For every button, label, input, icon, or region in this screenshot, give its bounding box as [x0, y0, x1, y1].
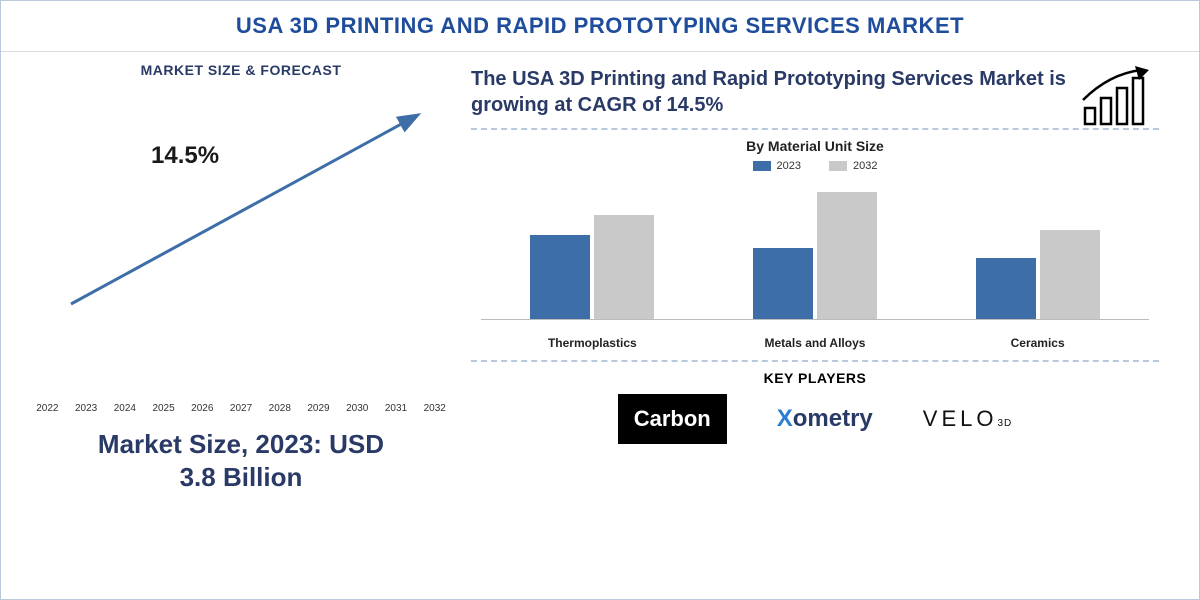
logo-carbon: Carbon [618, 394, 727, 444]
forecast-subhead: MARKET SIZE & FORECAST [31, 62, 451, 78]
material-category-labels: ThermoplasticsMetals and AlloysCeramics [481, 336, 1149, 350]
material-baseline [481, 319, 1149, 320]
material-bar-group [753, 192, 877, 320]
material-chart-title: By Material Unit Size [471, 138, 1159, 154]
headline-prefix: The USA 3D Printing and Rapid Prototypin… [471, 68, 1066, 116]
material-bar-2032 [1040, 230, 1100, 320]
material-bar-2032 [817, 192, 877, 320]
forecast-xlabel: 2026 [186, 403, 219, 414]
legend-item-2023: 2023 [753, 160, 801, 172]
material-category-label: Ceramics [927, 336, 1147, 350]
forecast-xlabel: 2023 [70, 403, 103, 414]
material-bar-2023 [753, 248, 813, 320]
legend-swatch-2032 [829, 161, 847, 171]
infographic-frame: USA 3D PRINTING AND RAPID PROTOTYPING SE… [0, 0, 1200, 600]
forecast-xlabel: 2025 [147, 403, 180, 414]
material-category-label: Metals and Alloys [705, 336, 925, 350]
forecast-xlabel: 2024 [108, 403, 141, 414]
legend-label-2023: 2023 [777, 160, 801, 172]
right-panel: The USA 3D Printing and Rapid Prototypin… [461, 52, 1199, 596]
logos-row: Carbon Xometry VELO3D [471, 394, 1159, 444]
logo-velo-main: VELO [923, 406, 998, 432]
legend-item-2032: 2032 [829, 160, 877, 172]
market-size-callout: Market Size, 2023: USD 3.8 Billion [31, 428, 451, 493]
logo-velo3d: VELO3D [923, 406, 1013, 432]
material-bar-groups [481, 180, 1149, 320]
dotted-separator [471, 128, 1159, 130]
forecast-xlabels: 2022 2023 2024 2025 2026 2027 2028 2029 2030 2031… [31, 403, 451, 414]
growth-chart-icon [1079, 66, 1159, 128]
forecast-xlabel: 2030 [341, 403, 374, 414]
forecast-xlabel: 2028 [263, 403, 296, 414]
forecast-xlabel: 2032 [418, 403, 451, 414]
material-chart: ThermoplasticsMetals and AlloysCeramics [481, 180, 1149, 350]
market-size-line1: Market Size, 2023: USD [98, 429, 384, 459]
market-size-line2: 3.8 Billion [180, 462, 303, 492]
legend-label-2032: 2032 [853, 160, 877, 172]
forecast-bars [31, 100, 451, 390]
legend-swatch-2023 [753, 161, 771, 171]
forecast-xlabel: 2022 [31, 403, 64, 414]
forecast-xlabel: 2027 [225, 403, 258, 414]
content-area: MARKET SIZE & FORECAST 14.5% 20222023202… [1, 52, 1199, 596]
logo-velo-sup: 3D [997, 418, 1012, 429]
forecast-xlabel: 2031 [380, 403, 413, 414]
material-category-label: Thermoplastics [482, 336, 702, 350]
title-bar: USA 3D PRINTING AND RAPID PROTOTYPING SE… [1, 1, 1199, 52]
dotted-separator [471, 360, 1159, 362]
forecast-xlabel: 2029 [302, 403, 335, 414]
headline-cagr: 14.5% [667, 94, 724, 116]
material-bar-2032 [594, 215, 654, 320]
main-title: USA 3D PRINTING AND RAPID PROTOTYPING SE… [21, 13, 1179, 39]
logo-xometry: Xometry [777, 405, 873, 433]
logo-xometry-x: X [777, 405, 793, 432]
material-bar-group [530, 215, 654, 320]
material-bar-group [976, 230, 1100, 320]
material-bar-2023 [976, 258, 1036, 320]
cagr-headline: The USA 3D Printing and Rapid Prototypin… [471, 66, 1159, 118]
material-legend: 2023 2032 [471, 160, 1159, 172]
left-panel: MARKET SIZE & FORECAST 14.5% 20222023202… [1, 52, 461, 596]
forecast-chart: 14.5% 2022202320242025202620272028202920… [31, 84, 451, 414]
key-players-heading: KEY PLAYERS [471, 370, 1159, 386]
logo-xometry-rest: ometry [793, 405, 873, 432]
material-bar-2023 [530, 235, 590, 320]
